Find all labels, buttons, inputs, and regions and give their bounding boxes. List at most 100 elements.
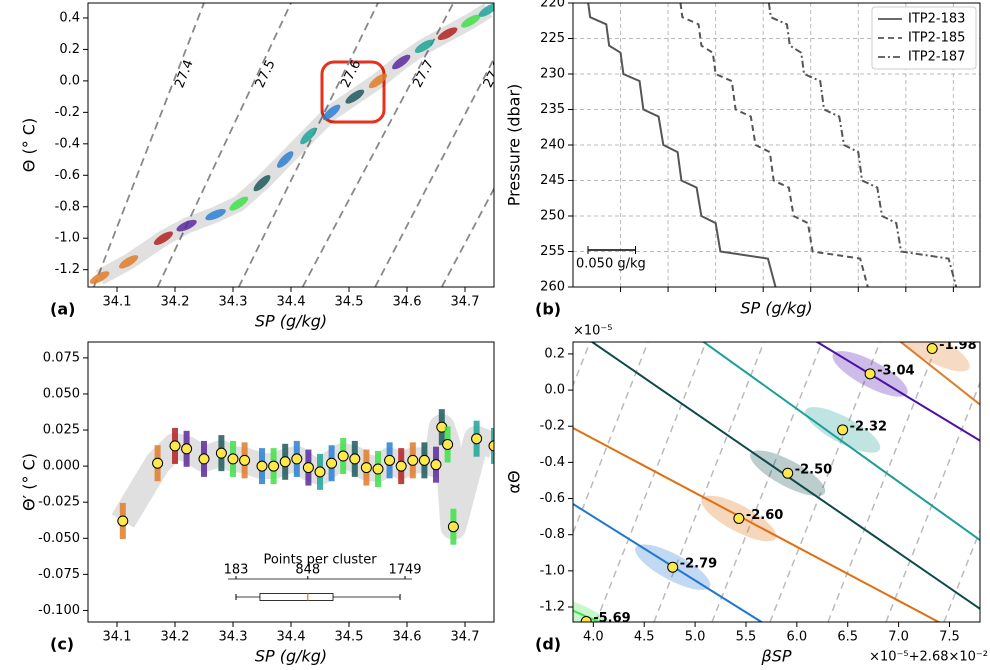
y-tick-label: -0.050 — [38, 531, 80, 546]
y-tick-label: 245 — [540, 173, 565, 188]
y-tick-label: -0.4 — [55, 136, 80, 151]
y-tick-label: -0.6 — [540, 491, 565, 506]
cluster — [176, 219, 197, 232]
plot-area — [573, 3, 980, 287]
y-tick-label: -1.0 — [55, 231, 80, 246]
cluster — [253, 175, 271, 192]
x-axis-label: SP (g/kg) — [255, 647, 327, 666]
x-tick-label: 34.6 — [393, 295, 422, 310]
y-tick-label: -0.8 — [55, 199, 80, 214]
cluster-marker — [667, 561, 679, 573]
cluster-label: -2.50 — [795, 463, 832, 478]
cluster — [205, 208, 226, 221]
inset-title: Points per cluster — [263, 553, 377, 568]
cluster-label: -2.79 — [680, 557, 717, 572]
y-tick-label: -0.4 — [540, 455, 565, 470]
profile-line — [587, 3, 777, 287]
cluster-marker — [372, 463, 384, 475]
x-tick-label: 5.5 — [736, 630, 757, 645]
density-contour — [595, 342, 707, 622]
cluster-marker — [837, 424, 849, 436]
y-tick-label: -1.2 — [55, 262, 80, 277]
density-contour — [827, 342, 939, 622]
x-offset: ×10⁻⁵+2.68×10⁻² — [869, 650, 988, 665]
cluster-fit — [701, 342, 980, 541]
cluster-marker — [864, 368, 876, 380]
cluster-marker — [384, 454, 396, 466]
cluster-marker — [256, 460, 268, 472]
density-contour — [885, 380, 980, 622]
isopycnal — [441, 186, 494, 287]
cluster-marker — [430, 459, 442, 471]
y-tick-label: 260 — [540, 280, 565, 295]
cluster — [119, 255, 139, 269]
x-tick-label: 4.0 — [583, 630, 604, 645]
cluster-fit — [815, 342, 980, 442]
x-tick-label: 6.5 — [837, 630, 858, 645]
y-tick-label: 225 — [540, 31, 565, 46]
plot-area: -1.98 -3.04 -2.32 -2.50 -2.60 -2.79 -5.69 — [573, 338, 980, 622]
cluster-marker — [268, 460, 280, 472]
x-tick-label: 34.7 — [451, 630, 480, 645]
y-tick-label: -0.100 — [38, 603, 80, 618]
x-tick-label: 34.5 — [335, 295, 364, 310]
cluster-marker — [733, 512, 745, 524]
cluster-label: -1.98 — [939, 338, 976, 353]
cluster-marker — [326, 457, 338, 469]
plot-frame — [87, 341, 495, 623]
isopycnal — [237, 3, 379, 287]
y-tick-label: -0.6 — [55, 168, 80, 183]
cluster-marker — [580, 615, 592, 622]
x-axis-label: βSP — [760, 647, 791, 666]
x-tick-label: 34.4 — [277, 630, 306, 645]
y-tick-label: 230 — [540, 67, 565, 82]
x-tick-label: 34.3 — [219, 295, 248, 310]
cluster — [322, 104, 341, 121]
cluster-label: -2.60 — [746, 508, 783, 523]
y-axis-label: αΘ — [505, 470, 524, 493]
y-axis-label: Pressure (dbar) — [505, 84, 524, 207]
panel-label: (b) — [535, 300, 561, 319]
cluster-marker — [291, 453, 303, 465]
y-tick-label: -0.2 — [55, 105, 80, 120]
cluster-marker — [337, 450, 349, 462]
cluster-marker — [239, 454, 251, 466]
x-tick-label: 34.7 — [451, 295, 480, 310]
plot-frame — [572, 341, 981, 623]
inset-tick-label: 1749 — [388, 563, 421, 578]
cluster-marker — [442, 438, 454, 450]
panel-label: (a) — [50, 300, 75, 319]
cluster-marker — [169, 440, 181, 452]
highlight-box — [320, 60, 386, 124]
plot-area — [111, 409, 494, 545]
y-tick-label: -0.075 — [38, 567, 80, 582]
y-tick-label: -0.8 — [540, 527, 565, 542]
cluster-label: -2.32 — [850, 419, 887, 434]
cluster-marker — [488, 440, 494, 452]
x-tick-label: 34.2 — [161, 630, 190, 645]
x-tick-label: 34.6 — [393, 630, 422, 645]
x-tick-label: 5.0 — [685, 630, 706, 645]
cluster-marker — [279, 456, 291, 468]
isopycnal-label: 27.5 — [253, 58, 279, 91]
cluster-marker — [782, 467, 794, 479]
density-contour — [711, 342, 823, 622]
x-tick-label: 34.1 — [103, 295, 132, 310]
density-contour — [943, 528, 980, 622]
cluster — [414, 39, 435, 53]
panel-label: (c) — [50, 635, 74, 654]
y-tick-label: -1.2 — [540, 599, 565, 614]
y-tick-label: 0.2 — [544, 346, 565, 361]
cluster-marker — [407, 454, 419, 466]
density-contour — [573, 342, 649, 535]
plot-frame — [87, 2, 495, 288]
panel-label: (d) — [535, 635, 561, 654]
cluster — [368, 73, 388, 89]
cluster — [345, 89, 365, 104]
cluster-marker — [926, 343, 938, 355]
x-tick-label: 34.3 — [219, 630, 248, 645]
cluster-marker — [181, 443, 193, 455]
cluster-marker — [360, 462, 372, 474]
density-contour — [769, 342, 881, 622]
